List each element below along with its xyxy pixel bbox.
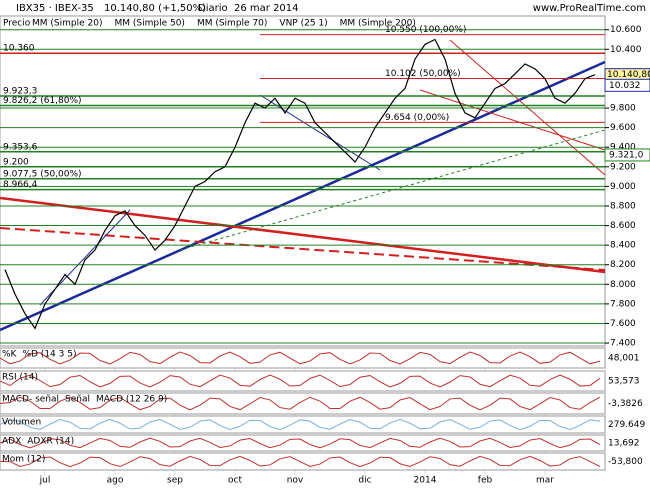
- y-tick-label: 9.800: [610, 104, 636, 114]
- panel-title: Mom (12): [2, 455, 45, 465]
- x-tick-label: sep: [167, 476, 183, 486]
- marker-label: 9.321,0: [609, 150, 644, 160]
- y-tick-label: 8.600: [610, 221, 636, 231]
- legend-overlay: VNP (25 1): [279, 19, 327, 29]
- x-tick-label: dic: [358, 476, 371, 486]
- panel-title: MACD (12 26 9): [96, 395, 167, 405]
- legend-overlay: MM (Simple 50): [114, 19, 184, 29]
- legend-overlay: MM (Simple 20): [32, 19, 102, 29]
- plot-frame: [0, 15, 606, 347]
- x-tick-label: mar: [536, 476, 554, 486]
- indicator-line: [0, 374, 601, 388]
- last-price-label: 10.140,80: [607, 70, 650, 80]
- trend-line: [0, 196, 606, 274]
- y-tick-label: 9.400: [610, 143, 636, 153]
- panel-frame: [0, 415, 606, 434]
- y-tick-label: 9.200: [610, 162, 636, 172]
- level-label: 10.360: [3, 44, 35, 54]
- y-tick-label: 8.200: [610, 260, 636, 270]
- fib-label: 10.102 (50,00%): [385, 69, 461, 79]
- y-tick-label: 7.400: [610, 339, 636, 349]
- marker-label: 10.032: [609, 81, 641, 91]
- panel-title: RSI (14): [2, 373, 38, 383]
- y-tick-label: 9.600: [610, 123, 636, 133]
- x-tick-label: ago: [107, 476, 124, 486]
- price-line: [4, 38, 596, 330]
- panel-title: %K: [2, 350, 18, 360]
- legend-overlay: MM (Simple 200): [340, 19, 416, 29]
- indicator-line: [0, 418, 601, 431]
- fib-label: 10.550 (100,00%): [385, 25, 466, 35]
- quote: 10.140,80 (+1,50%): [104, 3, 206, 14]
- trend-line: [0, 227, 606, 271]
- panel-frame: [0, 452, 606, 471]
- panel-frame: [0, 347, 606, 369]
- panel-title: ADX: [2, 437, 21, 447]
- level-label: 9.826,2 (61,80%): [3, 96, 82, 106]
- level-label: 9.353,6: [3, 142, 38, 152]
- panel-last-value: -53,800: [608, 457, 643, 467]
- symbol: IBX35 · IBEX-35: [16, 3, 94, 14]
- panel-frame: [0, 370, 606, 392]
- x-tick-label: oct: [228, 476, 242, 486]
- indicator-line: [0, 437, 601, 449]
- panel-title: Señal: [65, 395, 90, 405]
- channel-line: [419, 89, 606, 151]
- marker-box: [604, 148, 650, 162]
- y-tick-label: 7.800: [610, 299, 636, 309]
- y-tick-label: 7.600: [610, 319, 636, 329]
- indicator-line: [0, 455, 601, 468]
- panel-last-value: -3,3826: [608, 399, 643, 409]
- y-tick-label: 8.000: [610, 280, 636, 290]
- panel-title: Volumen: [2, 418, 41, 428]
- legend-price: Precio: [3, 19, 31, 29]
- marker-box: [604, 78, 650, 92]
- trend-line: [0, 60, 606, 332]
- level-label: 9.923,3: [3, 86, 37, 96]
- channel-line: [259, 94, 381, 171]
- period: Diario: [198, 3, 228, 14]
- level-label: 9.200: [3, 157, 29, 167]
- site: www.ProRealTime.com: [533, 3, 646, 14]
- panel-title: %D (14 3 5): [22, 350, 76, 360]
- x-tick-label: 2014: [414, 476, 437, 486]
- panel-title: MACD- señal: [2, 395, 59, 405]
- y-tick-label: 8.400: [610, 241, 636, 251]
- fib-label: 9.654 (0,00%): [385, 113, 449, 123]
- panel-last-value: 279.649: [608, 420, 645, 430]
- x-tick-label: jul: [39, 476, 51, 486]
- x-tick-label: feb: [478, 476, 493, 486]
- indicator-line: [0, 396, 601, 411]
- panel-last-value: 13,692: [608, 439, 640, 449]
- level-label: 9.077,5 (50,00%): [3, 169, 82, 179]
- y-tick-label: 10.600: [610, 25, 642, 35]
- panel-frame: [0, 392, 606, 415]
- date: 26 mar 2014: [234, 3, 299, 14]
- legend-overlay: MM (Simple 70): [197, 19, 267, 29]
- y-tick-label: 8.800: [610, 201, 636, 211]
- ma-line: [179, 129, 606, 251]
- indicator-line: [0, 351, 601, 365]
- panel-last-value: 53,573: [608, 377, 640, 387]
- panel-title: ADXR (14): [27, 437, 74, 447]
- panel-last-value: 48,001: [608, 354, 640, 364]
- y-tick-label: 9.000: [610, 182, 636, 192]
- level-label: 8.966,4: [3, 180, 38, 190]
- x-tick-label: nov: [287, 476, 304, 486]
- y-tick-label: 10.400: [610, 45, 642, 55]
